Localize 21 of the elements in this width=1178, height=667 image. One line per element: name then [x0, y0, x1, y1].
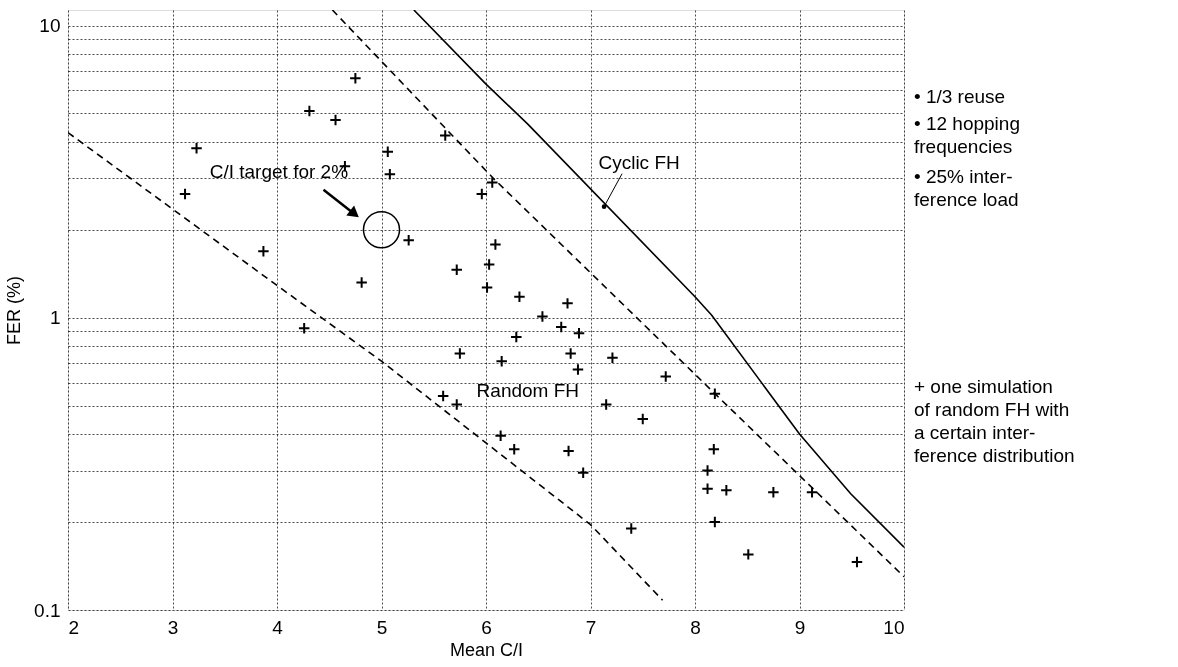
x-tick-label: 5: [376, 616, 388, 638]
x-tick-label: 6: [481, 616, 492, 638]
y-tick-label: 10: [39, 15, 61, 37]
annotation: Cyclic FH: [598, 151, 680, 173]
text: • 25% inter- ference load: [914, 166, 1019, 210]
annotation: Random FH: [476, 380, 580, 401]
text: • 1/3 reuse: [914, 86, 1006, 107]
annotation: C/I target for 2%: [209, 161, 349, 182]
text: + one simulation of random FH with a certain inter- ference distribution: [914, 376, 1075, 466]
y-tick-label: 1: [49, 307, 61, 329]
x-axis-title: Mean C/I: [449, 639, 524, 660]
x-tick-label: 10: [883, 616, 905, 638]
x-tick-label: 2: [68, 616, 80, 638]
y-axis-title: FER (%): [4, 276, 25, 345]
y-tick-label: 0.1: [34, 599, 61, 621]
x-tick-label: 7: [585, 616, 597, 638]
text: • 12 hopping frequencies: [914, 113, 1020, 157]
x-tick-label: 8: [690, 616, 701, 638]
x-tick-label: 9: [794, 616, 806, 638]
x-tick-label: 4: [272, 616, 284, 638]
x-tick-label: 3: [167, 616, 179, 638]
